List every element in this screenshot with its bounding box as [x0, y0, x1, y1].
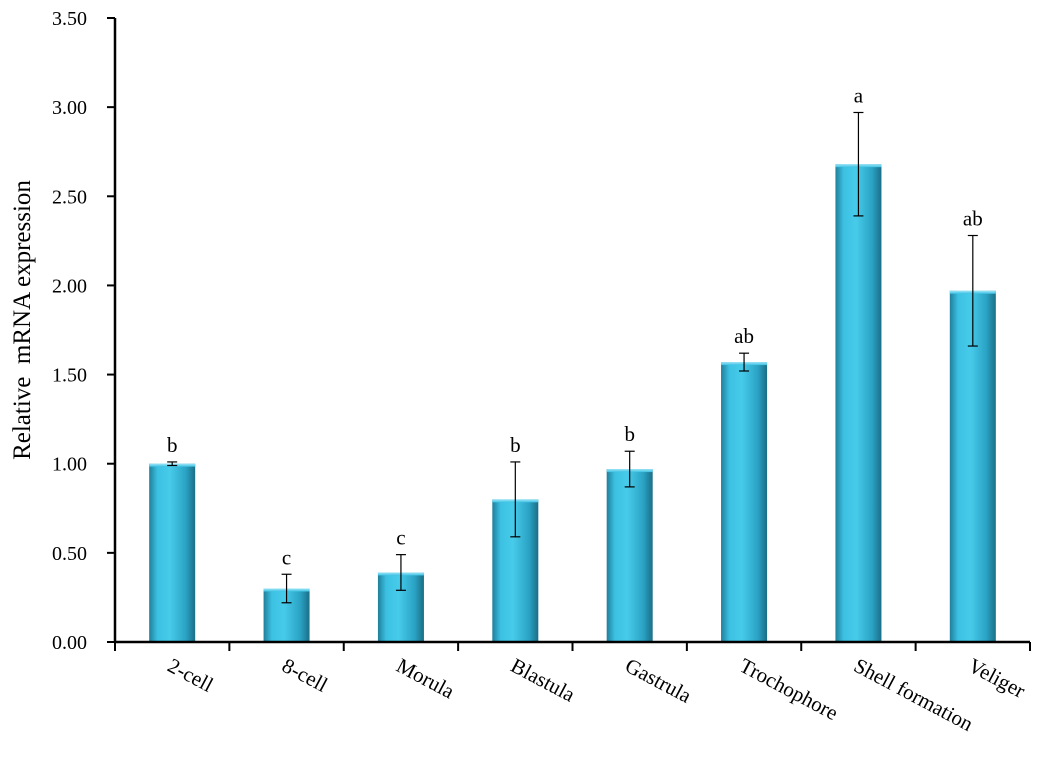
- bar-5: [721, 362, 768, 642]
- significance-label-5: ab: [734, 324, 754, 348]
- y-tick-label-5: 2.50: [52, 186, 87, 208]
- significance-label-3: b: [510, 433, 521, 457]
- y-tick-label-2: 1.00: [52, 454, 87, 476]
- x-tick-label-2: Morula: [393, 653, 459, 704]
- x-tick-label-4: Gastrula: [621, 653, 696, 708]
- bar-6: [835, 164, 882, 643]
- bar-0: [149, 463, 196, 642]
- bar-4: [606, 469, 653, 642]
- y-tick-label-3: 1.50: [52, 365, 87, 387]
- significance-label-6: a: [854, 83, 864, 107]
- significance-label-2: c: [396, 526, 405, 550]
- bars-layer: [149, 111, 996, 643]
- y-tick-label-0: 0.00: [52, 632, 87, 654]
- significance-label-7: ab: [963, 207, 983, 231]
- x-tick-label-5: Trochophore: [736, 653, 842, 725]
- y-tick-label-4: 2.00: [52, 275, 87, 297]
- x-tick-label-7: Veliger: [964, 653, 1029, 703]
- x-tick-label-1: 8-cell: [278, 653, 332, 697]
- y-tick-label-6: 3.00: [52, 97, 87, 119]
- significance-label-4: b: [624, 422, 635, 446]
- y-axis-label: Relative mRNA expression: [9, 180, 36, 460]
- bar-7: [949, 290, 996, 642]
- x-tick-label-6: Shell formation: [850, 653, 978, 736]
- y-tick-label-7: 3.50: [52, 8, 87, 30]
- x-tick-label-0: 2-cell: [164, 653, 218, 697]
- y-tick-label-1: 0.50: [52, 543, 87, 565]
- axes-layer: [107, 17, 1031, 651]
- x-tick-label-3: Blastula: [507, 653, 580, 707]
- significance-label-0: b: [167, 433, 178, 457]
- significance-label-1: c: [282, 545, 291, 569]
